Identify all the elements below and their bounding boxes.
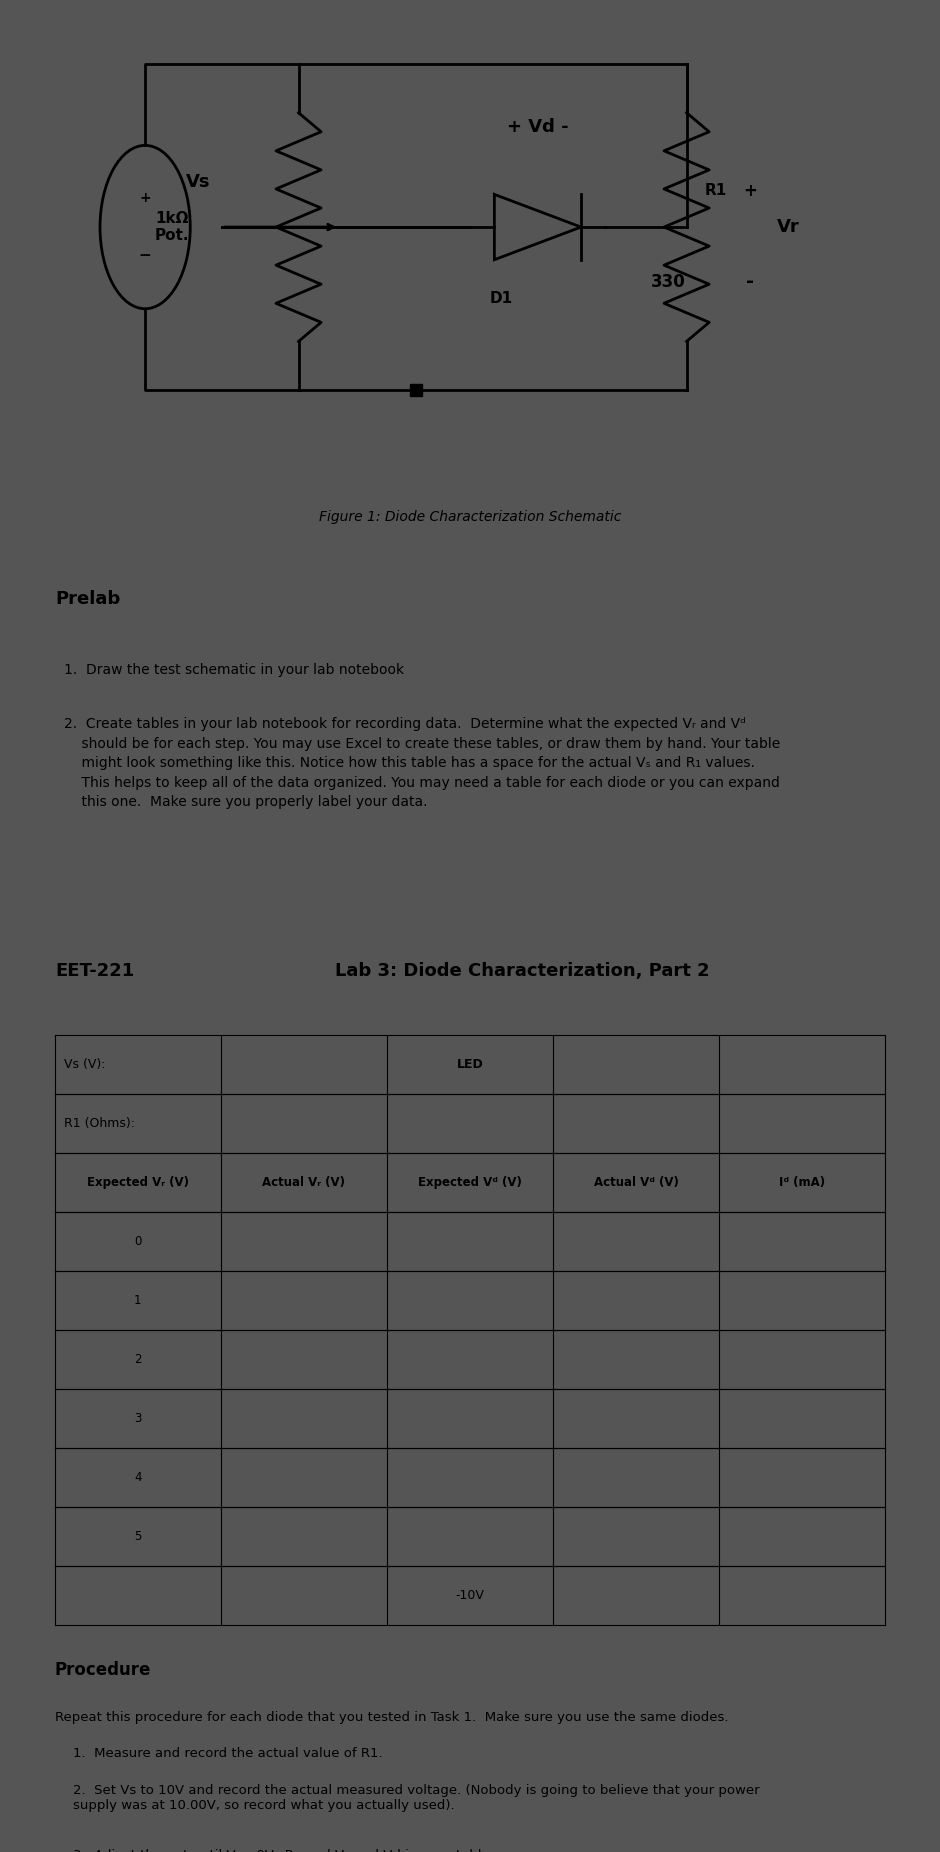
Text: 1kΩ
Pot.: 1kΩ Pot. [155, 211, 190, 243]
Text: + Vd -: + Vd - [507, 119, 569, 137]
Text: Vs (V):: Vs (V): [64, 1057, 105, 1070]
Text: 4: 4 [134, 1470, 142, 1483]
Text: 3: 3 [134, 1411, 142, 1424]
Text: R1 (Ohms):: R1 (Ohms): [64, 1117, 135, 1130]
Text: 2: 2 [134, 1352, 142, 1365]
Text: Figure 1: Diode Characterization Schematic: Figure 1: Diode Characterization Schemat… [319, 511, 621, 524]
Text: Procedure: Procedure [55, 1661, 151, 1680]
Text: Vr: Vr [776, 219, 800, 235]
Text: 2.  Create tables in your lab notebook for recording data.  Determine what the e: 2. Create tables in your lab notebook fo… [64, 717, 780, 809]
Text: Lab 3: Diode Characterization, Part 2: Lab 3: Diode Characterization, Part 2 [335, 963, 710, 980]
Text: 1.  Measure and record the actual value of R1.: 1. Measure and record the actual value o… [73, 1746, 383, 1759]
Text: 330: 330 [651, 272, 686, 291]
Text: D1: D1 [490, 291, 513, 306]
Text: LED: LED [457, 1057, 483, 1070]
Text: EET-221: EET-221 [55, 963, 134, 980]
Text: 0: 0 [134, 1235, 142, 1248]
Text: Iᵈ (mA): Iᵈ (mA) [779, 1176, 825, 1189]
Text: +: + [139, 191, 151, 206]
Text: Actual Vᵈ (V): Actual Vᵈ (V) [593, 1176, 679, 1189]
Text: Expected Vᵣ (V): Expected Vᵣ (V) [86, 1176, 189, 1189]
Text: 5: 5 [134, 1530, 142, 1543]
Text: Expected Vᵈ (V): Expected Vᵈ (V) [418, 1176, 522, 1189]
Text: R1: R1 [705, 183, 727, 198]
Text: 2.  Set Vs to 10V and record the actual measured voltage. (Nobody is going to be: 2. Set Vs to 10V and record the actual m… [73, 1783, 760, 1811]
Text: Vs: Vs [186, 172, 211, 191]
Text: 1.  Draw the test schematic in your lab notebook: 1. Draw the test schematic in your lab n… [64, 663, 404, 676]
Text: +: + [743, 181, 757, 200]
Text: Prelab: Prelab [55, 591, 120, 607]
Text: 1: 1 [134, 1295, 142, 1308]
Text: 3.  Adjust the pot until Vr =0V.  Record Vr and Vd in your table: 3. Adjust the pot until Vr =0V. Record V… [73, 1848, 490, 1852]
Text: Repeat this procedure for each diode that you tested in Task 1.  Make sure you u: Repeat this procedure for each diode tha… [55, 1711, 728, 1724]
Text: -: - [745, 272, 754, 291]
Text: -10V: -10V [456, 1589, 484, 1602]
Text: −: − [139, 248, 151, 263]
Text: Actual Vᵣ (V): Actual Vᵣ (V) [262, 1176, 346, 1189]
